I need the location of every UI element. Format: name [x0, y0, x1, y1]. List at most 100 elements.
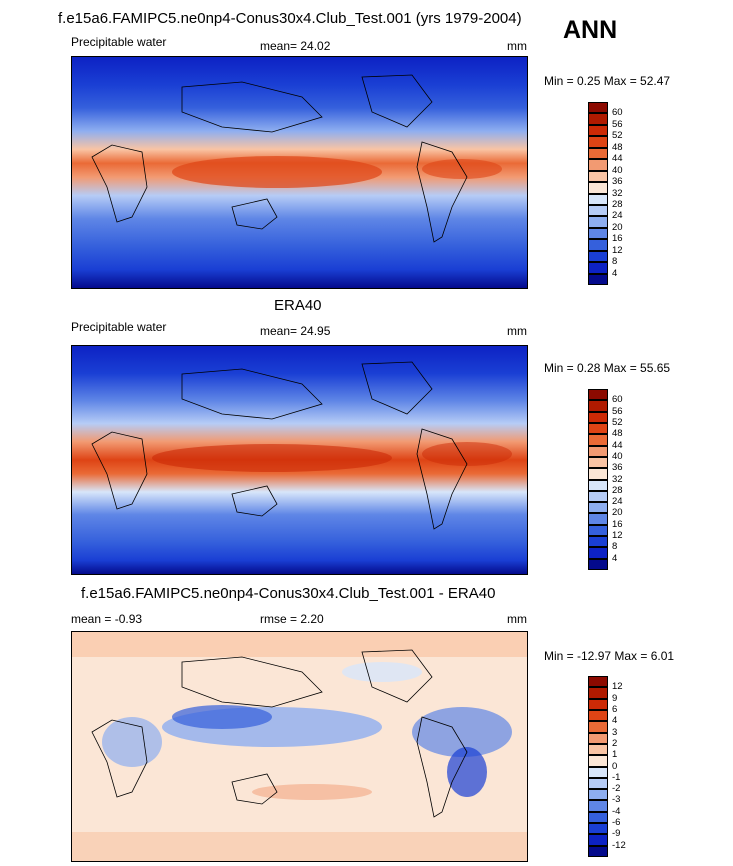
colorbar-swatch [588, 536, 608, 548]
colorbar-tick-label: -2 [612, 783, 621, 795]
panel1-title: f.e15a6.FAMIPC5.ne0np4-Conus30x4.Club_Te… [58, 10, 522, 27]
colorbar-swatch [588, 400, 608, 412]
colorbar-swatch [588, 227, 608, 240]
colorbar-tick-label: 48 [612, 141, 623, 153]
panel2-colorbar: 60 56 52 48 44 40 36 32 28 24 20 16 12 8 4 [588, 389, 648, 570]
colorbar-swatch [588, 800, 608, 812]
colorbar-swatch [588, 777, 608, 790]
colorbar-swatch [588, 389, 608, 401]
colorbar-tick-label: -12 [612, 839, 626, 851]
panel1-variable: Precipitable water [71, 35, 167, 49]
colorbar-tick-label: 4 [612, 552, 618, 564]
colorbar-tick-label: -9 [612, 828, 621, 840]
colorbar-tick-label: -3 [612, 794, 621, 806]
colorbar-swatch [588, 147, 608, 160]
colorbar-tick-label: 9 [612, 692, 618, 704]
panel1-colorbar: 60 56 52 48 44 40 36 32 28 24 20 16 12 8 4 [588, 102, 648, 285]
panel3-minmax: Min = -12.97 Max = 6.01 [544, 649, 675, 663]
colorbar-swatch [588, 170, 608, 183]
colorbar-tick-label: 60 [612, 394, 623, 406]
colorbar-swatch [588, 262, 608, 274]
colorbar-tick-label: 56 [612, 405, 623, 417]
colorbar-tick-label: 12 [612, 530, 623, 542]
panel2-title: ERA40 [274, 297, 322, 314]
colorbar-tick-label: 32 [612, 473, 623, 485]
colorbar-tick-label: 16 [612, 518, 623, 530]
colorbar-swatch [588, 411, 608, 423]
colorbar-swatch [588, 766, 608, 778]
panel2-variable: Precipitable water [71, 320, 167, 334]
colorbar-tick-label: 52 [612, 130, 623, 142]
colorbar-tick-label: 20 [612, 221, 623, 233]
colorbar-tick-label: 52 [612, 416, 623, 428]
colorbar-tick-label: 6 [612, 703, 618, 715]
panel3-map [71, 631, 528, 862]
colorbar-tick-label: 56 [612, 118, 623, 130]
colorbar-swatch [588, 709, 608, 722]
colorbar-swatch [588, 524, 608, 537]
panel3-rmse: rmse = 2.20 [260, 612, 324, 626]
colorbar-swatch [588, 513, 608, 525]
colorbar-tick-label: 28 [612, 198, 623, 210]
colorbar-swatch [588, 102, 608, 114]
colorbar-tick-label: 24 [612, 210, 623, 222]
colorbar-tick-label: 44 [612, 153, 623, 165]
colorbar-swatch [588, 468, 608, 480]
colorbar-swatch [588, 732, 608, 744]
colorbar-tick-label: 4 [612, 267, 618, 279]
panel1-minmax: Min = 0.25 Max = 52.47 [544, 74, 671, 88]
panel2-minmax: Min = 0.28 Max = 55.65 [544, 361, 671, 375]
colorbar-swatch [588, 159, 608, 171]
colorbar-swatch [588, 182, 608, 194]
colorbar-swatch [588, 687, 608, 699]
colorbar-swatch [588, 193, 608, 205]
panel2-map [71, 345, 528, 575]
colorbar-swatch [588, 676, 608, 688]
colorbar-tick-label: 8 [612, 541, 618, 553]
panel3-units: mm [507, 612, 527, 626]
colorbar-tick-label: 48 [612, 428, 623, 440]
colorbar-swatch [588, 823, 608, 835]
colorbar-tick-label: 20 [612, 507, 623, 519]
colorbar-tick-label: 12 [612, 244, 623, 256]
panel1-map [71, 56, 528, 289]
colorbar-swatch [588, 811, 608, 824]
colorbar-swatch [588, 434, 608, 446]
colorbar-tick-label: 2 [612, 737, 618, 749]
colorbar-swatch [588, 479, 608, 491]
colorbar-tick-label: 0 [612, 760, 618, 772]
panel3-title: f.e15a6.FAMIPC5.ne0np4-Conus30x4.Club_Te… [81, 585, 496, 602]
colorbar-swatch [588, 502, 608, 514]
panel1-units: mm [507, 39, 527, 53]
colorbar-swatch [588, 422, 608, 435]
colorbar-tick-label: 4 [612, 715, 618, 727]
panel1-mean: mean= 24.02 [260, 39, 331, 53]
colorbar-swatch [588, 547, 608, 559]
colorbar-swatch [588, 113, 608, 125]
colorbar-swatch [588, 250, 608, 263]
colorbar-tick-label: 16 [612, 233, 623, 245]
colorbar-tick-label: 32 [612, 187, 623, 199]
colorbar-tick-label: 1 [612, 749, 618, 761]
colorbar-tick-label: 12 [612, 681, 623, 693]
colorbar-tick-label: 8 [612, 256, 618, 268]
colorbar-swatch [588, 834, 608, 846]
colorbar-swatch [588, 204, 608, 217]
colorbar-swatch [588, 698, 608, 710]
colorbar-tick-label: 40 [612, 164, 623, 176]
colorbar-swatch [588, 124, 608, 137]
colorbar-swatch [588, 273, 608, 285]
colorbar-swatch [588, 845, 608, 857]
colorbar-tick-label: 24 [612, 496, 623, 508]
panel2-mean: mean= 24.95 [260, 324, 331, 338]
colorbar-swatch [588, 216, 608, 228]
colorbar-swatch [588, 755, 608, 767]
colorbar-swatch [588, 490, 608, 503]
colorbar-tick-label: 36 [612, 176, 623, 188]
colorbar-tick-label: 40 [612, 450, 623, 462]
panel3-mean: mean = -0.93 [71, 612, 143, 626]
colorbar-tick-label: -1 [612, 771, 621, 783]
colorbar-swatch [588, 445, 608, 457]
colorbar-swatch [588, 456, 608, 469]
colorbar-tick-label: 36 [612, 462, 623, 474]
